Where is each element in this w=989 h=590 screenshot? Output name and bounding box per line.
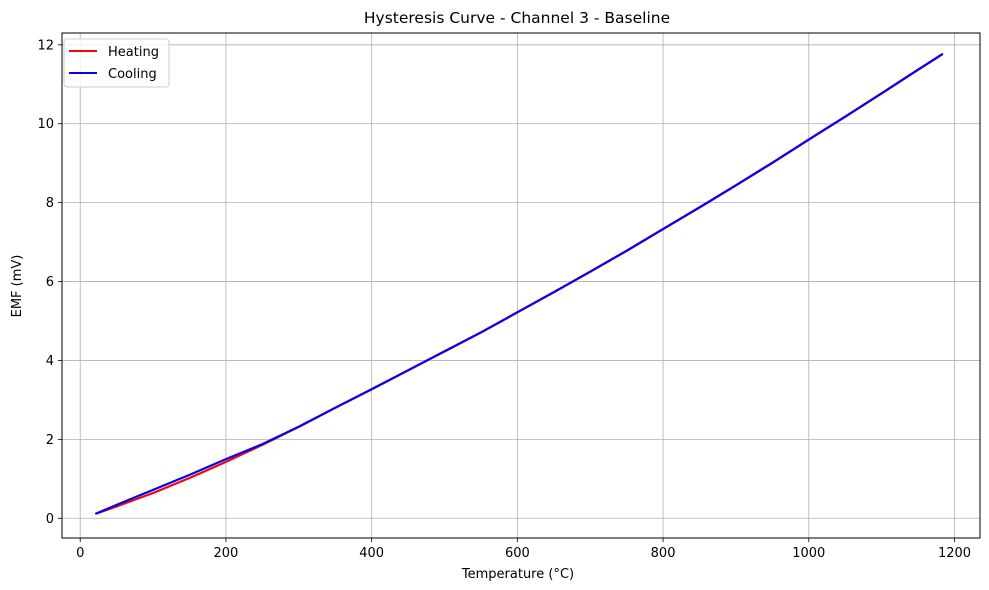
series-lines (95, 53, 944, 515)
chart-title: Hysteresis Curve - Channel 3 - Baseline (364, 9, 670, 27)
x-tick-label: 200 (214, 546, 239, 561)
x-tick-label: 1200 (938, 546, 971, 561)
x-tick-label: 800 (651, 546, 676, 561)
legend: Heating Cooling (63, 38, 170, 88)
y-tick-label: 6 (46, 275, 54, 290)
x-tick-label: 600 (505, 546, 530, 561)
y-tick-label: 10 (37, 117, 54, 132)
legend-cooling-label: Cooling (108, 67, 157, 82)
legend-heating-label: Heating (108, 45, 159, 60)
y-tick-label: 8 (46, 196, 54, 211)
x-axis-label: Temperature (°C) (461, 567, 574, 582)
y-tick-label: 0 (46, 512, 54, 527)
x-tick-label: 400 (359, 546, 384, 561)
grid (62, 33, 980, 538)
axis-ticks: 0 200 400 600 800 1000 1200 0 2 4 6 8 10 12 (37, 38, 971, 561)
y-tick-label: 2 (46, 433, 54, 448)
y-axis-label: EMF (mV) (10, 255, 25, 318)
y-tick-label: 4 (46, 354, 54, 369)
x-tick-label: 0 (76, 546, 84, 561)
x-tick-label: 1000 (792, 546, 825, 561)
plot-frame (61, 32, 981, 539)
series-line-cooling (95, 53, 944, 515)
y-tick-label: 12 (37, 38, 54, 53)
